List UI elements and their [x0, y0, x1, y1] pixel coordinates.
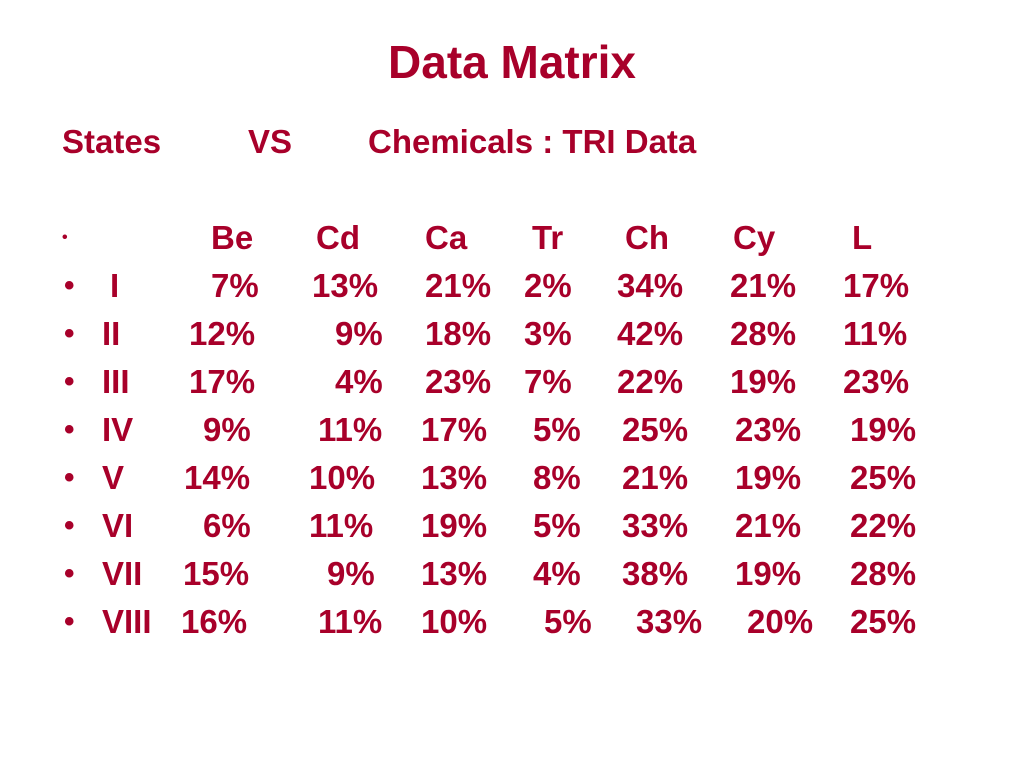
table-cell: 10%	[309, 459, 376, 496]
table-cell: 22%	[617, 363, 684, 400]
bullet-icon: •	[64, 413, 75, 446]
table-cell: 19%	[735, 459, 802, 496]
table-cell: 11%	[309, 507, 374, 544]
table-cell: 9%	[335, 315, 383, 352]
table-cell: 13%	[421, 555, 488, 592]
bullet-icon: •	[64, 509, 75, 542]
bullet-icon: •	[64, 605, 75, 638]
table-cell: 25%	[622, 411, 689, 448]
table-cell: 8%	[533, 459, 581, 496]
row-label: VI	[102, 507, 134, 544]
table-cell: 23%	[735, 411, 802, 448]
subtitle-states: States	[62, 123, 162, 160]
table-cell: 21%	[425, 267, 492, 304]
bullet-icon: •	[64, 461, 75, 494]
table-row: • VII 15% 9% 13% 4% 38% 19% 28%	[0, 552, 1024, 596]
bullet-icon: •	[64, 557, 75, 590]
table-cell: 21%	[735, 507, 802, 544]
bullet-icon: •	[64, 269, 75, 302]
table-cell: 9%	[203, 411, 251, 448]
table-row: • V 14% 10% 13% 8% 21% 19% 25%	[0, 456, 1024, 500]
column-header-l: L	[852, 219, 873, 256]
table-cell: 25%	[850, 603, 917, 640]
table-cell: 23%	[843, 363, 910, 400]
table-cell: 21%	[622, 459, 689, 496]
column-header-ca: Ca	[425, 219, 468, 256]
table-cell: 19%	[730, 363, 797, 400]
table-cell: 5%	[533, 411, 581, 448]
table-cell: 10%	[421, 603, 488, 640]
table-row: • III 17% 4% 23% 7% 22% 19% 23%	[0, 360, 1024, 404]
table-cell: 22%	[850, 507, 917, 544]
table-cell: 42%	[617, 315, 684, 352]
table-cell: 11%	[843, 315, 908, 352]
table-cell: 11%	[318, 411, 383, 448]
table-cell: 13%	[421, 459, 488, 496]
table-cell: 7%	[211, 267, 259, 304]
table-cell: 4%	[533, 555, 581, 592]
bullet-icon: •	[64, 365, 75, 398]
table-cell: 9%	[327, 555, 375, 592]
table-cell: 17%	[421, 411, 488, 448]
table-row: • IV 9% 11% 17% 5% 25% 23% 19%	[0, 408, 1024, 452]
table-cell: 12%	[189, 315, 256, 352]
table-cell: 19%	[735, 555, 802, 592]
column-header-be: Be	[211, 219, 254, 256]
table-cell: 7%	[524, 363, 572, 400]
table-cell: 19%	[421, 507, 488, 544]
table-cell: 4%	[335, 363, 383, 400]
row-label: IV	[102, 411, 134, 448]
column-header-cy: Cy	[733, 219, 776, 256]
table-cell: 14%	[184, 459, 251, 496]
bullet-icon: •	[64, 317, 75, 350]
table-cell: 2%	[524, 267, 572, 304]
row-label: III	[102, 363, 130, 400]
row-label: II	[102, 315, 121, 352]
row-label: I	[110, 267, 120, 304]
table-cell: 25%	[850, 459, 917, 496]
table-cell: 28%	[850, 555, 917, 592]
header-row: • Be Cd Ca Tr Ch Cy L	[0, 216, 1024, 260]
table-cell: 20%	[747, 603, 814, 640]
table-cell: 3%	[524, 315, 572, 352]
table-cell: 5%	[544, 603, 592, 640]
row-label: VII	[102, 555, 143, 592]
table-cell: 16%	[181, 603, 248, 640]
table-cell: 33%	[622, 507, 689, 544]
bullet-icon: •	[62, 229, 68, 246]
table-cell: 13%	[312, 267, 379, 304]
table-cell: 15%	[183, 555, 250, 592]
page-title: Data Matrix	[388, 36, 636, 88]
table-cell: 21%	[730, 267, 797, 304]
table-cell: 33%	[636, 603, 703, 640]
table-cell: 23%	[425, 363, 492, 400]
table-cell: 11%	[318, 603, 383, 640]
table-row: • I 7% 13% 21% 2% 34% 21% 17%	[0, 264, 1024, 308]
table-cell: 34%	[617, 267, 684, 304]
subtitle-chemicals: Chemicals : TRI Data	[368, 123, 697, 160]
table-cell: 17%	[189, 363, 256, 400]
subtitle-vs: VS	[248, 123, 293, 160]
table-cell: 17%	[843, 267, 910, 304]
column-header-tr: Tr	[532, 219, 564, 256]
table-row: • II 12% 9% 18% 3% 42% 28% 11%	[0, 312, 1024, 356]
table-cell: 28%	[730, 315, 797, 352]
table-cell: 5%	[533, 507, 581, 544]
table-row: • VI 6% 11% 19% 5% 33% 21% 22%	[0, 504, 1024, 548]
table-cell: 18%	[425, 315, 492, 352]
column-header-ch: Ch	[625, 219, 669, 256]
row-label: VIII	[102, 603, 152, 640]
table-cell: 6%	[203, 507, 251, 544]
column-header-cd: Cd	[316, 219, 360, 256]
row-label: V	[102, 459, 125, 496]
table-cell: 19%	[850, 411, 917, 448]
table-row: • VIII 16% 11% 10% 5% 33% 20% 25%	[0, 600, 1024, 644]
table-cell: 38%	[622, 555, 689, 592]
